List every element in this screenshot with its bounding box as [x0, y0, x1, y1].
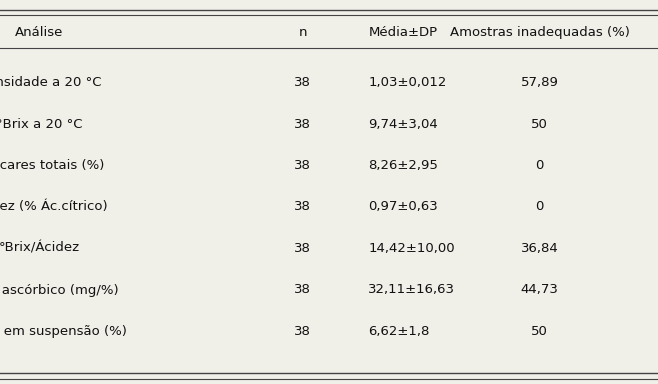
- Text: 38: 38: [294, 118, 311, 131]
- Text: 38: 38: [294, 76, 311, 89]
- Text: 50: 50: [531, 118, 548, 131]
- Text: 14,42±10,00: 14,42±10,00: [368, 242, 455, 255]
- Text: 38: 38: [294, 325, 311, 338]
- Text: 38: 38: [294, 159, 311, 172]
- Text: Amostras inadequadas (%): Amostras inadequadas (%): [449, 26, 630, 39]
- Text: n: n: [299, 26, 307, 39]
- Text: Açúcares totais (%): Açúcares totais (%): [0, 159, 104, 172]
- Text: °Brix/Ácidez: °Brix/Ácidez: [0, 242, 80, 255]
- Text: Análise: Análise: [15, 26, 64, 39]
- Text: Acidez (% Ác.cítrico): Acidez (% Ác.cítrico): [0, 200, 108, 214]
- Text: 9,74±3,04: 9,74±3,04: [368, 118, 438, 131]
- Text: 8,26±2,95: 8,26±2,95: [368, 159, 438, 172]
- Text: 0,97±0,63: 0,97±0,63: [368, 200, 438, 214]
- Text: Ácido ascórbico (mg/%): Ácido ascórbico (mg/%): [0, 283, 118, 297]
- Text: 6,62±1,8: 6,62±1,8: [368, 325, 430, 338]
- Text: 38: 38: [294, 242, 311, 255]
- Text: 38: 38: [294, 200, 311, 214]
- Text: °Brix a 20 °C: °Brix a 20 °C: [0, 118, 83, 131]
- Text: 0: 0: [536, 159, 544, 172]
- Text: Média±DP: Média±DP: [368, 26, 438, 39]
- Text: 50: 50: [531, 325, 548, 338]
- Text: 1,03±0,012: 1,03±0,012: [368, 76, 447, 89]
- Text: 44,73: 44,73: [520, 283, 559, 296]
- Text: 57,89: 57,89: [520, 76, 559, 89]
- Text: Densidade a 20 °C: Densidade a 20 °C: [0, 76, 102, 89]
- Text: 36,84: 36,84: [520, 242, 559, 255]
- Text: 38: 38: [294, 283, 311, 296]
- Text: 0: 0: [536, 200, 544, 214]
- Text: 32,11±16,63: 32,11±16,63: [368, 283, 455, 296]
- Text: Sólidos em suspensão (%): Sólidos em suspensão (%): [0, 325, 127, 338]
